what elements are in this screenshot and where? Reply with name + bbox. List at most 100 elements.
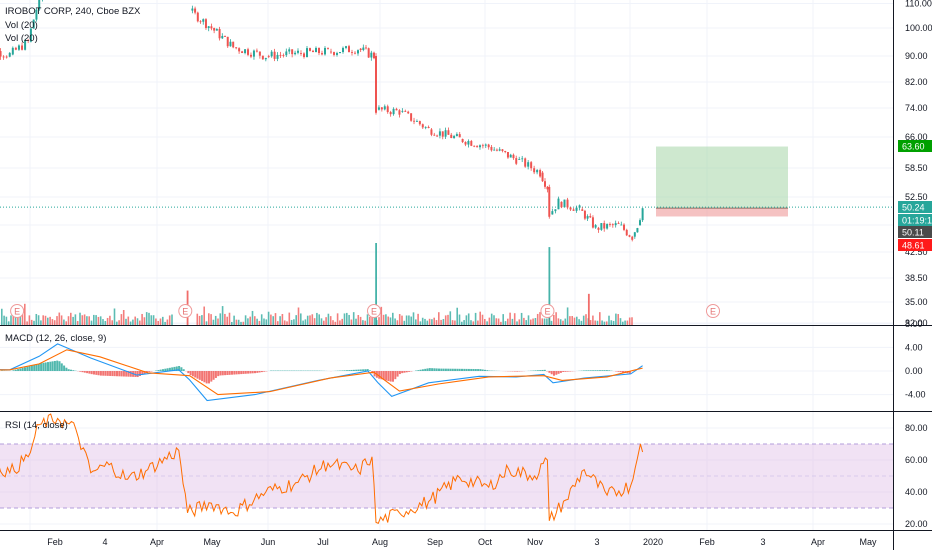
volume-bar (201, 315, 203, 325)
volume-bar (419, 321, 422, 325)
macd-histogram-bar (484, 369, 486, 371)
volume-bar (79, 312, 81, 325)
volume-bar (387, 316, 389, 325)
macd-histogram-bar (470, 368, 473, 371)
volume-bar (42, 315, 44, 325)
candle (276, 54, 279, 59)
candle (560, 201, 563, 208)
macd-histogram-bar (63, 365, 66, 371)
earnings-marker[interactable]: E (540, 304, 555, 318)
volume-bar (320, 318, 323, 325)
volume-bar (311, 314, 314, 325)
macd-histogram-bar (28, 366, 31, 371)
candle (515, 158, 518, 164)
earnings-marker[interactable]: E (10, 304, 25, 318)
candle (578, 205, 581, 208)
macd-histogram-bar (196, 371, 199, 379)
volume-bar (254, 316, 256, 325)
earnings-marker[interactable]: E (367, 304, 381, 318)
volume-bar (562, 320, 564, 325)
volume-bar (603, 321, 606, 325)
volume-bar (228, 312, 231, 325)
volume-bar (258, 320, 261, 325)
volume-bar (277, 321, 279, 325)
volume-bar (3, 315, 5, 325)
candle (32, 19, 35, 29)
volume-bar (599, 312, 601, 325)
candle (345, 46, 347, 48)
volume-bar (24, 303, 26, 325)
macd-histogram-bar (463, 368, 466, 371)
macd-histogram-bar (435, 368, 438, 371)
macd-histogram-bar (419, 369, 422, 371)
volume-bar (405, 315, 408, 325)
candle (2, 56, 5, 58)
volume-bar (74, 314, 77, 325)
volume-bar (428, 318, 431, 325)
time-axis-tick-label: Feb (699, 537, 715, 547)
volume-bar (122, 310, 125, 325)
macd-histogram-bar (203, 371, 206, 383)
macd-histogram-bar (93, 371, 95, 375)
volume-bar (410, 316, 412, 325)
volume-bar (231, 321, 233, 325)
macd-histogram-bar (162, 369, 164, 371)
candle (226, 36, 229, 47)
stop-zone[interactable] (656, 208, 788, 217)
macd-axis-tick-label: 4.00 (905, 342, 923, 352)
volume-bar (378, 317, 380, 325)
earnings-marker-circle (706, 304, 720, 318)
macd-histogram-bar (260, 371, 263, 373)
macd-histogram-bar (594, 370, 597, 371)
macd-histogram-bar (26, 366, 29, 371)
candle (476, 146, 479, 148)
candle (536, 170, 539, 173)
volume-bar (394, 318, 396, 325)
candle (362, 47, 365, 50)
candle (453, 136, 456, 139)
volume-bar (33, 320, 35, 325)
macd-histogram-bar (19, 368, 22, 371)
volume-bar (10, 315, 12, 325)
target-zone[interactable] (656, 146, 788, 209)
volume-bars (1, 243, 633, 325)
volume-bar (364, 320, 366, 325)
volume-bar (83, 314, 86, 325)
earnings-marker-circle (10, 304, 25, 318)
candle (261, 55, 264, 60)
time-axis-tick-label: May (859, 537, 877, 547)
macd-histogram-bar (465, 368, 468, 371)
macd-histogram-bar (56, 360, 59, 371)
volume-bar (596, 320, 599, 325)
volume-bar (631, 317, 633, 325)
volume-bar (622, 321, 624, 325)
time-axis-tick-label: Nov (527, 537, 544, 547)
macd-histogram-bar (566, 371, 569, 372)
candle (24, 40, 27, 50)
volume-bar (336, 313, 339, 325)
time-axis-tick-label: May (203, 537, 221, 547)
candle (597, 227, 600, 230)
volume-bar (569, 316, 571, 325)
candle (546, 186, 549, 190)
volume-bar (479, 311, 481, 325)
volume-bar (196, 313, 199, 325)
volume-bar (458, 314, 461, 325)
volume-bar (571, 316, 573, 325)
volume-bar (120, 314, 123, 325)
volume-bar (449, 311, 452, 325)
candle (504, 151, 507, 153)
earnings-marker[interactable]: E (178, 304, 193, 318)
macd-histogram-bar (129, 371, 132, 377)
candle (35, 9, 38, 20)
earnings-marker[interactable]: E (706, 304, 720, 318)
macd-histogram-bar (226, 371, 229, 375)
volume-bar (550, 320, 553, 325)
volume-bar (290, 319, 293, 325)
macd-histogram-bar (157, 370, 160, 371)
volume-bar (157, 320, 159, 325)
volume-bar (385, 314, 387, 325)
macd-histogram-bar (33, 364, 36, 371)
volume-bar (56, 316, 58, 325)
